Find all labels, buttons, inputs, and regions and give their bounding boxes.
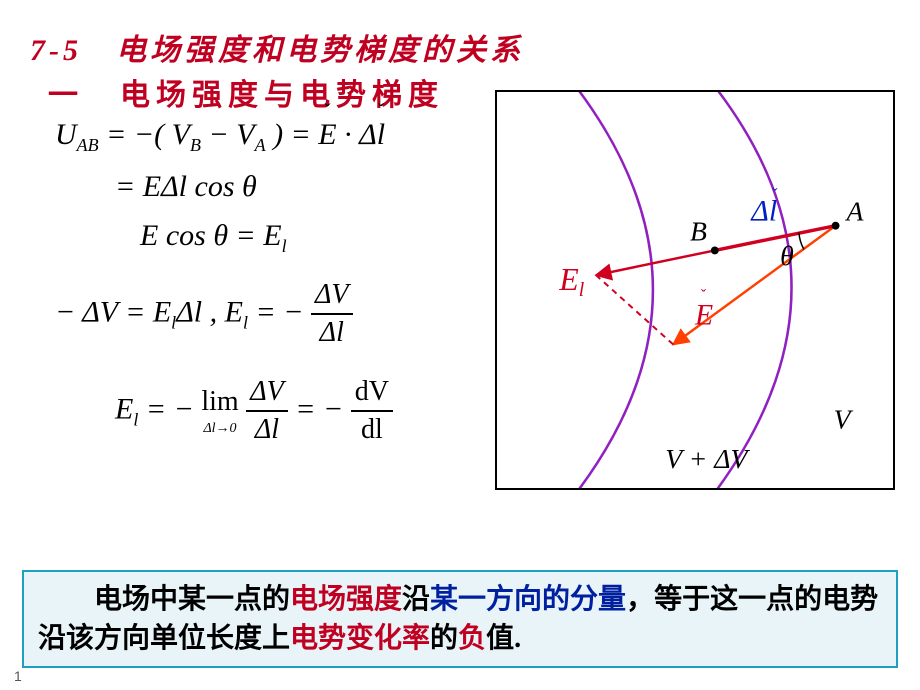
eq-line-4: − ΔV = ElΔl , El = − ΔVΔl: [55, 277, 495, 352]
t: = −( V: [99, 118, 190, 151]
t: l: [282, 236, 287, 256]
t: A: [255, 135, 266, 155]
t: 负: [458, 623, 486, 654]
eq-line-3: E cos θ = El: [140, 216, 495, 258]
t: 电势变化率: [290, 623, 430, 654]
math-derivation: UAB = −( VB − VA ) = E · Δl = EΔl cos θ …: [55, 115, 495, 458]
label-E-caron: ˇ: [701, 287, 707, 304]
t: − ΔV = E: [55, 295, 171, 328]
eq-line-5: El = − limΔl→0 ΔVΔl = − dVdl: [115, 374, 495, 449]
equipotential-diagram: A B θ Δl ˇ El E ˇ V V + ΔV: [495, 90, 895, 490]
t: 电场强度: [290, 584, 402, 615]
label-delta-l-caron: ˇ: [772, 186, 778, 203]
t: 值.: [486, 623, 521, 654]
lim-sub: Δl→0: [201, 420, 238, 438]
t: ) =: [266, 118, 319, 151]
num: ΔV: [246, 374, 288, 412]
summary-statement: 电场中某一点的电场强度沿某一方向的分量，等于这一点的电势沿该方向单位长度上电势变…: [22, 570, 898, 668]
t: = −: [248, 295, 311, 328]
t: AB: [77, 135, 99, 155]
den: dl: [351, 412, 393, 448]
t: 电场中某一点的: [38, 584, 290, 615]
t: E: [115, 392, 133, 425]
lim-top: lim: [201, 384, 238, 420]
dashed-projection: [596, 275, 673, 344]
num: dV: [351, 374, 393, 412]
frac: ΔVΔl: [246, 374, 288, 449]
label-E: E: [694, 300, 713, 332]
vec-l: l: [377, 115, 385, 154]
t: Δl , E: [176, 295, 243, 328]
vec-E: E: [318, 115, 336, 154]
t: = −: [288, 392, 351, 425]
point-A: [832, 222, 840, 230]
frac: dVdl: [351, 374, 393, 449]
eq-line-2: = EΔl cos θ: [115, 167, 495, 206]
num: ΔV: [311, 277, 353, 315]
angle-arc: [799, 233, 804, 250]
t: 的: [430, 623, 458, 654]
t: E cos θ = E: [140, 219, 282, 252]
t: = −: [138, 392, 201, 425]
t: − V: [201, 118, 255, 151]
eq-line-1: UAB = −( VB − VA ) = E · Δl: [55, 115, 495, 157]
title-main: 7-5 电场强度和电势梯度的关系: [30, 25, 524, 69]
t: 某一方向的分量: [430, 584, 626, 615]
point-B: [711, 246, 719, 254]
label-A: A: [844, 196, 864, 227]
page-number: 1: [14, 668, 22, 684]
t: B: [190, 135, 201, 155]
vector-El: [596, 250, 715, 275]
den: Δl: [311, 315, 353, 351]
t: U: [55, 118, 77, 151]
label-theta: θ: [780, 240, 794, 271]
frac: ΔVΔl: [311, 277, 353, 352]
equipotential-outer: [695, 92, 792, 488]
title-sub: 一 电场强度与电势梯度: [48, 70, 444, 114]
den: Δl: [246, 412, 288, 448]
label-V: V: [834, 404, 854, 435]
diagram-svg: A B θ Δl ˇ El E ˇ V V + ΔV: [497, 92, 893, 488]
label-V-dV: V + ΔV: [665, 443, 750, 474]
lim: limΔl→0: [201, 384, 238, 439]
label-B: B: [690, 216, 707, 247]
label-El: El: [558, 262, 584, 301]
t: 沿: [402, 584, 430, 615]
t: · Δ: [337, 118, 377, 151]
